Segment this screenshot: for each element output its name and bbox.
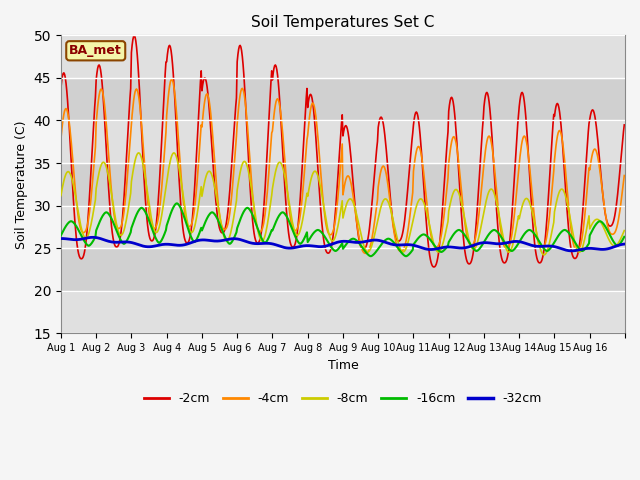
-8cm: [57, 192, 65, 198]
-8cm: [620, 228, 628, 233]
Bar: [61, 163, 625, 205]
X-axis label: Time: Time: [328, 359, 358, 372]
Line: -8cm: -8cm: [61, 153, 624, 255]
Bar: [61, 36, 625, 78]
-32cm: [433, 246, 441, 252]
-8cm: [540, 252, 548, 258]
Bar: [61, 248, 625, 291]
-32cm: [89, 234, 97, 240]
-8cm: [123, 214, 131, 219]
-16cm: [173, 201, 180, 206]
-2cm: [131, 33, 138, 38]
-4cm: [227, 197, 235, 203]
-4cm: [620, 173, 628, 179]
-4cm: [123, 178, 131, 184]
-2cm: [430, 264, 438, 270]
-2cm: [227, 167, 235, 173]
-2cm: [255, 239, 263, 244]
-2cm: [276, 110, 284, 116]
-4cm: [57, 136, 65, 142]
Bar: [61, 78, 625, 120]
-2cm: [434, 255, 442, 261]
-16cm: [57, 232, 65, 238]
-8cm: [255, 233, 263, 239]
-16cm: [434, 247, 442, 252]
-8cm: [401, 247, 409, 252]
-4cm: [276, 108, 284, 114]
-16cm: [255, 230, 263, 236]
-4cm: [362, 251, 369, 256]
Line: -16cm: -16cm: [61, 204, 624, 256]
-32cm: [568, 248, 575, 254]
-16cm: [276, 211, 284, 216]
-8cm: [433, 248, 441, 254]
-2cm: [401, 211, 409, 217]
Bar: [61, 205, 625, 248]
-2cm: [57, 85, 65, 91]
Line: -32cm: -32cm: [61, 237, 624, 251]
-16cm: [123, 238, 131, 243]
-4cm: [168, 76, 175, 82]
Bar: [61, 291, 625, 334]
-16cm: [227, 240, 235, 245]
-4cm: [255, 228, 263, 234]
Bar: [61, 120, 625, 163]
-4cm: [403, 238, 410, 244]
-4cm: [434, 243, 442, 249]
-32cm: [620, 241, 628, 247]
-8cm: [276, 160, 284, 166]
-16cm: [367, 253, 374, 259]
-32cm: [227, 236, 235, 242]
-8cm: [135, 150, 143, 156]
-32cm: [124, 239, 132, 245]
-32cm: [276, 243, 284, 249]
-8cm: [227, 228, 235, 233]
-32cm: [57, 236, 65, 241]
Line: -2cm: -2cm: [61, 36, 624, 267]
-32cm: [401, 242, 409, 248]
-16cm: [403, 253, 410, 259]
Title: Soil Temperatures Set C: Soil Temperatures Set C: [252, 15, 435, 30]
Text: BA_met: BA_met: [69, 44, 122, 57]
-16cm: [620, 234, 628, 240]
-2cm: [123, 144, 131, 150]
Line: -4cm: -4cm: [61, 79, 624, 253]
-32cm: [255, 241, 263, 247]
-2cm: [620, 122, 628, 128]
Y-axis label: Soil Temperature (C): Soil Temperature (C): [15, 120, 28, 249]
Legend: -2cm, -4cm, -8cm, -16cm, -32cm: -2cm, -4cm, -8cm, -16cm, -32cm: [139, 387, 547, 410]
